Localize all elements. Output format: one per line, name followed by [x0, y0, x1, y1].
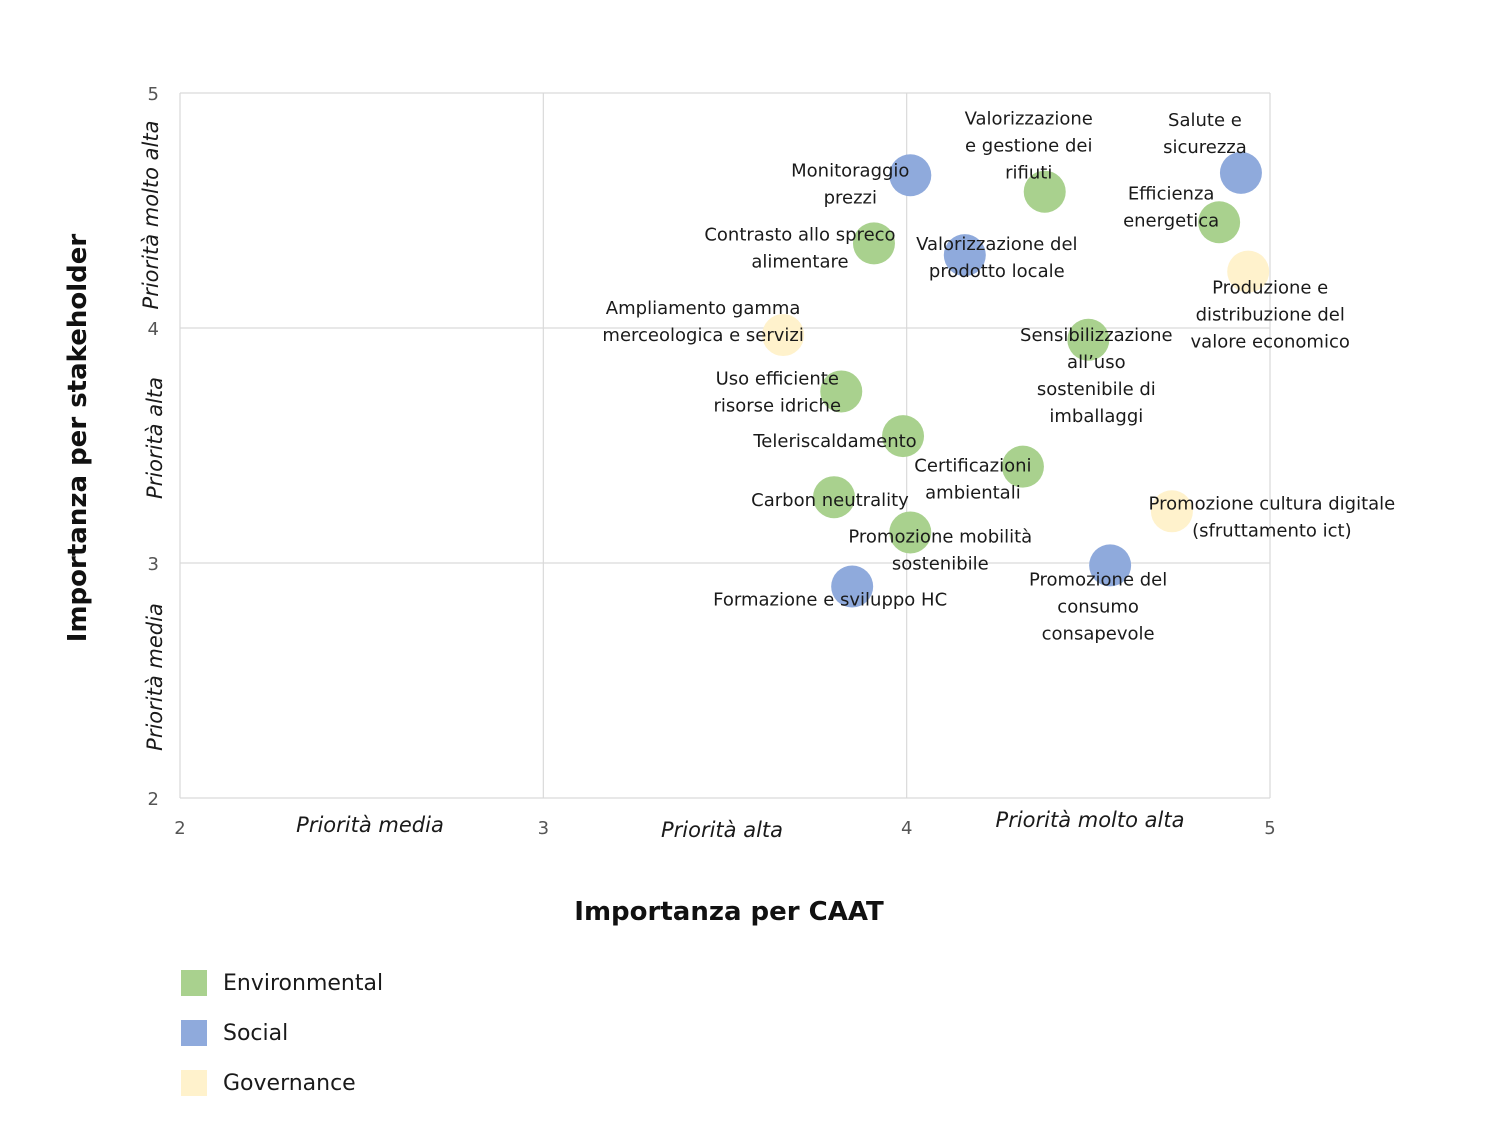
point-label: Sensibilizzazione all’uso sostenibile di im… — [1020, 325, 1173, 427]
priority-band-labels: Priorità media Priorità alta Priorità molt… — [139, 121, 1184, 842]
point-labels: Valorizzazione e gestione dei rifiuti Effic… — [602, 109, 1395, 645]
y-axis-title: Importanza per stakeholder — [63, 234, 93, 643]
data-point-social — [943, 234, 986, 277]
data-point-governance — [1150, 490, 1193, 533]
grid — [179, 92, 1271, 799]
legend-swatch-governance — [181, 1070, 207, 1096]
legend-swatch-social — [181, 1020, 207, 1046]
point-label: Valorizzazione e gestione dei rifiuti — [965, 109, 1093, 184]
point-label: Produzione e distribuzione del valore econ… — [1191, 278, 1350, 353]
data-point-environmental — [889, 511, 932, 554]
y-tick-label: 3 — [148, 554, 159, 575]
point-label: Contrasto allo spreco alimentare — [704, 224, 895, 272]
point-label: Teleriscaldamento — [752, 431, 916, 452]
x-band-label: Priorità alta — [661, 818, 783, 842]
y-band-label: Priorità media — [143, 603, 167, 751]
x-band-label: Priorità media — [296, 813, 444, 837]
data-point-governance — [762, 314, 805, 357]
data-point-environmental — [852, 222, 895, 265]
data-point-environmental — [820, 370, 863, 413]
data-point-social — [831, 565, 874, 608]
legend-label: Social — [223, 1020, 289, 1046]
legend-swatch-environmental — [181, 970, 207, 996]
point-label: Monitoraggio prezzi — [791, 160, 909, 208]
data-point-environmental — [1198, 201, 1241, 244]
data-point-environmental — [882, 415, 925, 458]
x-axis-title: Importanza per CAAT — [574, 897, 884, 927]
data-point-governance — [1227, 250, 1270, 293]
legend-item-environmental: Environmental — [181, 958, 383, 1008]
tick-labels: 2 3 4 5 2 3 4 5 — [148, 84, 1276, 839]
point-label: Formazione e sviluppo HC — [713, 590, 947, 611]
data-point-environmental — [1067, 318, 1110, 361]
legend-label: Environmental — [223, 970, 384, 996]
y-band-label: Priorità molto alta — [139, 121, 163, 310]
point-label: Promozione cultura digitale (sfruttamento… — [1149, 493, 1396, 541]
y-tick-label: 4 — [148, 319, 159, 340]
data-point-environmental — [1001, 445, 1044, 488]
x-tick-label: 5 — [1264, 818, 1275, 839]
point-label: Ampliamento gamma merceologica e servizi — [602, 298, 803, 346]
point-label: Salute e sicurezza — [1163, 110, 1247, 158]
data-point-social — [1219, 151, 1262, 194]
legend-item-social: Social — [181, 1008, 383, 1058]
y-tick-label: 2 — [148, 789, 159, 810]
point-label: Uso efficiente risorse idriche — [713, 368, 841, 416]
y-band-label: Priorità alta — [143, 377, 167, 499]
point-label: Efficienza energetica — [1123, 183, 1219, 231]
legend-item-governance: Governance — [181, 1058, 383, 1108]
data-point-social — [1089, 544, 1132, 587]
y-tick-label: 5 — [148, 84, 159, 105]
x-tick-label: 4 — [901, 818, 912, 839]
data-point-environmental — [1023, 170, 1066, 213]
point-label: Promozione mobilità sostenibile — [848, 526, 1032, 574]
legend-label: Governance — [223, 1070, 356, 1096]
data-points — [762, 151, 1270, 608]
point-label: Certificazioni ambientali — [914, 456, 1031, 504]
point-label: Valorizzazione del prodotto locale — [916, 234, 1077, 282]
point-label: Promozione del consumo consapevole — [1029, 569, 1167, 644]
x-band-label: Priorità molto alta — [996, 808, 1185, 832]
data-point-environmental — [813, 476, 855, 519]
x-tick-label: 2 — [174, 818, 185, 839]
legend: Environmental Social Governance — [181, 958, 383, 1108]
x-tick-label: 3 — [538, 818, 549, 839]
data-point-social — [889, 154, 932, 197]
point-label: Carbon neutrality — [751, 490, 909, 511]
